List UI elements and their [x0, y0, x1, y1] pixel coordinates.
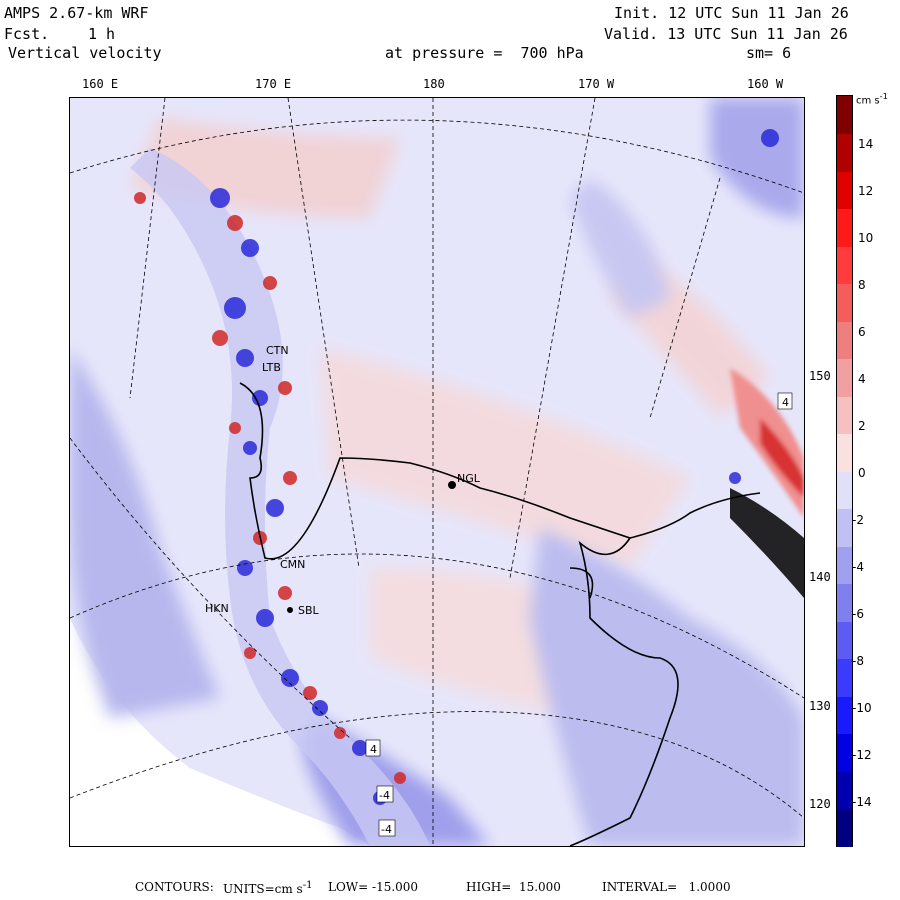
colorbar-label: -6 — [852, 607, 864, 621]
colorbar-segment — [837, 733, 852, 772]
box-label-1: 4 — [370, 743, 377, 756]
valid-time: Valid. 13 UTC Sun 11 Jan 26 — [604, 25, 848, 43]
colorbar-segment — [837, 171, 852, 209]
colorbar-label: 6 — [858, 325, 866, 339]
coastline — [239, 382, 761, 846]
colorbar-unit: cm s-1 — [856, 91, 888, 106]
init-time: Init. 12 UTC Sun 11 Jan 26 — [614, 4, 849, 22]
forecast-label: Fcst. — [4, 25, 50, 43]
lon-label-180: 180 — [423, 77, 445, 91]
field-name: Vertical velocity — [8, 44, 162, 62]
strong-updraft — [730, 368, 804, 518]
colorbar-segment — [837, 508, 852, 547]
colorbar-segment — [837, 621, 852, 659]
pressure-level: at pressure = 700 hPa — [385, 44, 584, 62]
footer-units-text: UNITS=cm s — [223, 882, 303, 896]
colorbar-segment — [837, 283, 852, 322]
colorbar-label: -2 — [852, 513, 864, 527]
forecast-hour: 1 h — [88, 25, 116, 43]
colorbar-segment — [837, 96, 852, 134]
graticule — [70, 98, 804, 846]
colorbar-label: 4 — [858, 372, 866, 386]
colorbar-segment — [837, 133, 852, 172]
station-label-hkn: HKN — [205, 602, 229, 615]
colorbar-label: 0 — [858, 466, 866, 480]
colorbar-segment — [837, 546, 852, 584]
lon-label-170w: 170 W — [578, 77, 615, 91]
footer-high: HIGH= 15.000 — [466, 880, 561, 894]
map-canvas: NGL CTN LTB HKN CMN SBL 4 -4 4 -4 — [70, 98, 804, 846]
footer-contours-label: CONTOURS: — [135, 880, 214, 894]
value-boxes: 4 -4 4 -4 — [365, 392, 793, 837]
station-label-cmn: CMN — [280, 558, 305, 571]
outside-domain — [70, 618, 370, 846]
map-panel: NGL CTN LTB HKN CMN SBL 4 -4 4 -4 — [69, 97, 805, 847]
colorbar-label: 2 — [858, 419, 866, 433]
colorbar-unit-sup: -1 — [879, 91, 888, 101]
colorbar-segment — [837, 658, 852, 697]
colorbar-label: 14 — [858, 137, 874, 151]
box-label-4: -4 — [381, 823, 392, 836]
colorbar-segment — [837, 808, 852, 847]
station-label-sbl: SBL — [298, 604, 320, 617]
colorbar-unit-text: cm s — [856, 95, 880, 107]
colorbar-segment — [837, 433, 852, 472]
smoothing-value: sm= 6 — [746, 44, 792, 62]
colorbar-segment — [837, 471, 852, 509]
colorbar-segment — [837, 396, 852, 434]
station-label-ltb: LTB — [262, 361, 281, 374]
lon-label-170e: 170 E — [255, 77, 292, 91]
colorbar-label: 10 — [858, 231, 874, 245]
colorbar-segment — [837, 208, 852, 247]
station-label-ngl: NGL — [457, 472, 481, 485]
model-title: AMPS 2.67-km WRF — [4, 4, 149, 22]
colorbar-segment — [837, 771, 852, 809]
negative-bands — [70, 98, 804, 846]
lon-label-160w: 160 W — [747, 77, 784, 91]
colorbar-segment — [837, 358, 852, 397]
footer-units: UNITS=cm s-1 — [223, 880, 312, 896]
box-label-3: 4 — [782, 396, 789, 409]
colorbar-segment — [837, 321, 852, 359]
footer-interval: INTERVAL= 1.0000 — [602, 880, 731, 894]
footer-low: LOW= -15.000 — [328, 880, 419, 894]
colorbar-segment — [837, 246, 852, 284]
colorbar-label: 8 — [858, 278, 866, 292]
colorbar-segment — [837, 696, 852, 734]
colorbar-label: -4 — [852, 560, 864, 574]
lon-label-160e: 160 E — [82, 77, 119, 91]
colorbar-label: -12 — [852, 748, 872, 762]
station-ngl: NGL — [448, 472, 481, 489]
footer-units-sup: -1 — [302, 880, 313, 891]
colorbar-segment — [837, 583, 852, 622]
colorbar-label: -10 — [852, 701, 872, 715]
colorbar-label: 12 — [858, 184, 874, 198]
station-label-ctn: CTN — [266, 344, 289, 357]
colorbar-label: -8 — [852, 654, 864, 668]
colorbar — [836, 95, 853, 847]
box-label-2: -4 — [379, 789, 390, 802]
colorbar-label: -14 — [852, 795, 872, 809]
